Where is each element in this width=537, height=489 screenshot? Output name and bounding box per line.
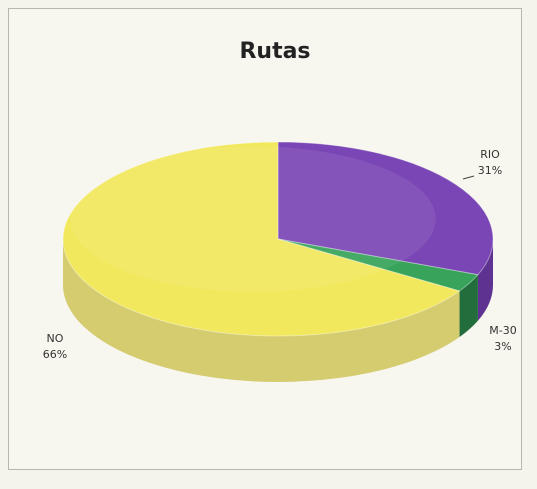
slice-percent-no: 66% — [43, 348, 67, 361]
leader-line-rio — [462, 175, 475, 180]
slice-label-rio: RIO — [480, 148, 500, 161]
slice-label-no: NO — [47, 332, 64, 345]
slice-label-m30: M-30 — [489, 324, 516, 337]
slice-percent-m30: 3% — [494, 340, 511, 353]
chart-title: Rutas — [239, 39, 310, 64]
pie-side-m-30 — [459, 274, 478, 337]
pie-highlight — [70, 146, 436, 292]
pie-side-rio — [477, 239, 493, 321]
pie-slice-m-30 — [277, 238, 479, 292]
slice-percent-rio: 31% — [478, 164, 502, 177]
pie-slice-no — [62, 141, 461, 337]
pie-slice-rio — [277, 141, 494, 276]
pie-side-no — [63, 239, 460, 383]
